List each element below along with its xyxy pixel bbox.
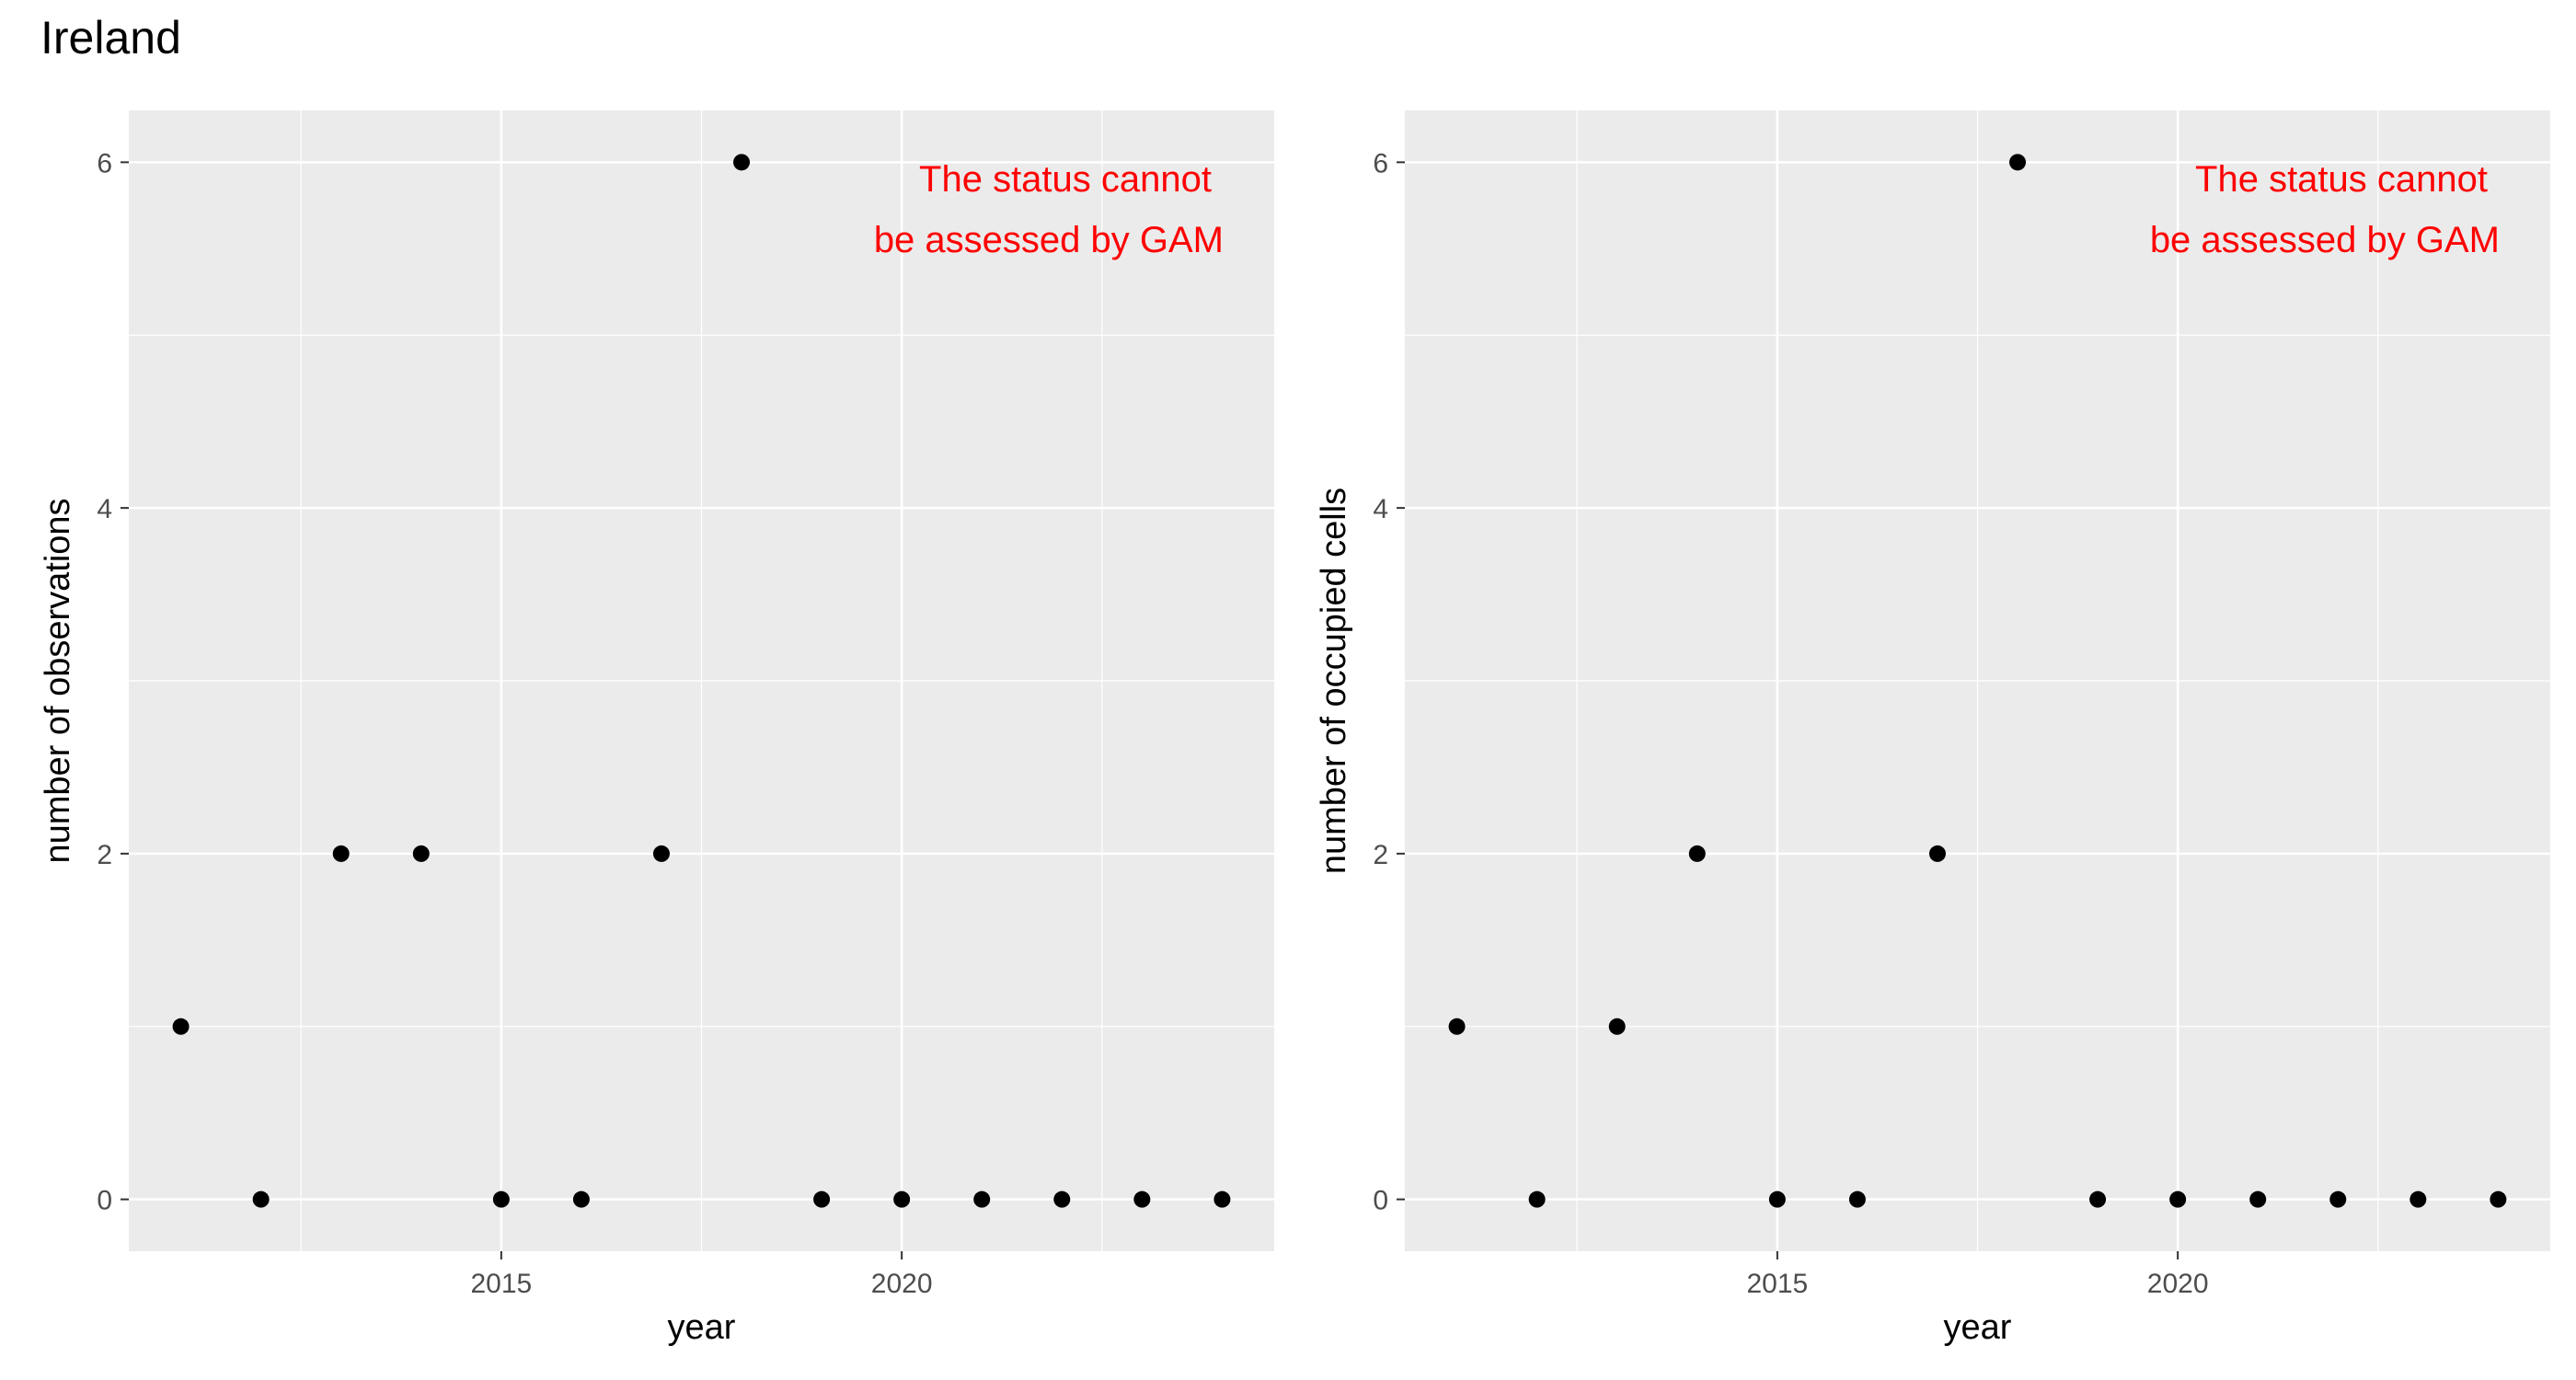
x-tick-label: 2015	[1746, 1269, 1808, 1299]
data-point	[1928, 845, 1946, 862]
data-point	[1688, 845, 1706, 862]
y-tick-label: 6	[1373, 148, 1388, 178]
data-point	[172, 1018, 190, 1035]
data-point	[973, 1190, 991, 1208]
annotation-line: The status cannot	[2195, 159, 2488, 200]
annotation-line: be assessed by GAM	[874, 220, 1224, 260]
data-point	[2329, 1190, 2347, 1208]
y-tick-label: 6	[97, 148, 112, 178]
data-point	[412, 845, 430, 862]
data-point	[2409, 1190, 2427, 1208]
data-point	[1213, 1190, 1231, 1208]
data-point	[2249, 1190, 2267, 1208]
data-point	[2009, 154, 2027, 171]
x-tick-label: 2020	[871, 1269, 933, 1299]
data-point	[2169, 1190, 2187, 1208]
data-point	[2089, 1190, 2107, 1208]
data-point	[1053, 1190, 1071, 1208]
data-point	[252, 1190, 270, 1208]
data-point	[733, 154, 751, 171]
x-axis-title: year	[668, 1308, 736, 1347]
data-point	[492, 1190, 510, 1208]
annotation-line: The status cannot	[919, 159, 1212, 200]
data-point	[1528, 1190, 1546, 1208]
y-tick-label: 2	[97, 840, 112, 870]
data-point	[332, 845, 350, 862]
data-point	[1448, 1018, 1466, 1035]
x-axis-title: year	[1944, 1308, 2012, 1347]
y-axis-title: number of occupied cells	[1315, 488, 1353, 874]
data-point	[1133, 1190, 1151, 1208]
data-point	[1768, 1190, 1786, 1208]
y-tick-label: 0	[97, 1186, 112, 1216]
data-point	[2490, 1190, 2507, 1208]
y-axis-title: number of observations	[39, 498, 77, 863]
data-point	[893, 1190, 911, 1208]
data-point	[1608, 1018, 1626, 1035]
data-point	[813, 1190, 831, 1208]
y-tick-label: 4	[97, 494, 112, 524]
y-tick-label: 2	[1373, 840, 1388, 870]
x-tick-label: 2020	[2147, 1269, 2209, 1299]
y-tick-label: 4	[1373, 494, 1388, 524]
data-point	[1848, 1190, 1866, 1208]
y-tick-label: 0	[1373, 1186, 1388, 1216]
data-point	[572, 1190, 590, 1208]
data-point	[652, 845, 670, 862]
page-title: Ireland	[40, 12, 181, 63]
x-tick-label: 2015	[470, 1269, 532, 1299]
annotation-line: be assessed by GAM	[2150, 220, 2500, 260]
